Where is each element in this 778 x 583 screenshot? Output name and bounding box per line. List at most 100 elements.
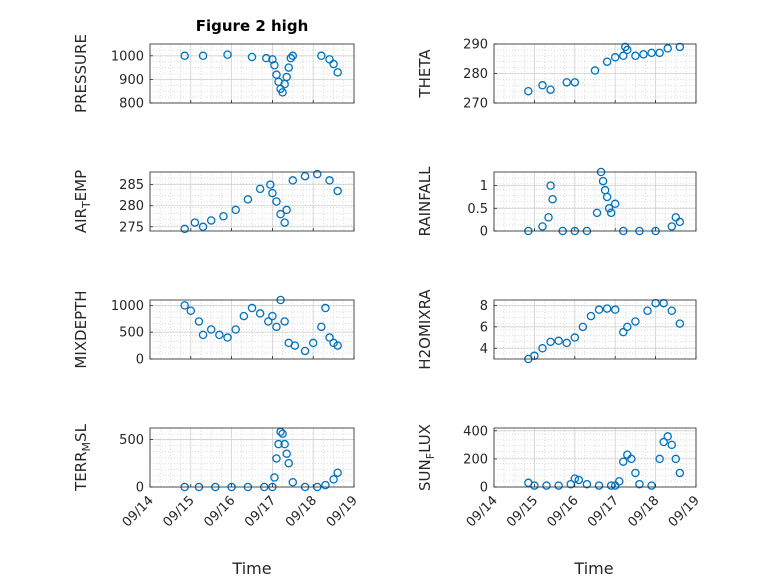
y-axis-label-subscript: F — [424, 453, 437, 459]
x-tick-label: 09/18 — [625, 493, 662, 530]
data-point — [288, 176, 298, 185]
data-point — [546, 337, 555, 347]
x-tick-label: 09/14 — [120, 493, 157, 530]
data-point — [262, 53, 271, 63]
data-point — [570, 78, 580, 87]
data-point — [667, 306, 677, 315]
data-point — [602, 304, 612, 313]
data-point — [247, 303, 257, 313]
data-point — [631, 317, 640, 326]
y-axis-label: H2OMIXRA — [416, 289, 434, 370]
y-axis-label-subscript: M — [80, 442, 93, 452]
data-point — [300, 346, 310, 356]
data-point — [548, 194, 557, 204]
data-point — [231, 325, 240, 334]
data-point — [180, 224, 189, 234]
data-point — [180, 301, 189, 310]
axes-box — [493, 427, 697, 488]
data-point — [675, 319, 685, 328]
data-point — [647, 48, 656, 58]
y-tick-label: 1000 — [111, 299, 144, 314]
data-point — [270, 473, 279, 482]
data-point — [317, 51, 326, 61]
data-point — [198, 51, 208, 61]
data-point — [592, 208, 602, 218]
y-tick-label: 0 — [480, 225, 488, 240]
data-point — [631, 51, 640, 61]
data-point — [308, 338, 318, 348]
data-point — [286, 53, 296, 63]
y-axis-label: AIRTEMP — [72, 170, 93, 233]
y-tick-label: 290 — [463, 38, 488, 53]
y-tick-label: 280 — [463, 67, 488, 82]
data-point — [274, 439, 283, 449]
y-axis-label-part: AIR — [72, 208, 90, 233]
data-point — [582, 479, 592, 489]
subplot-6: 4 6 8 H2OMIXRA — [416, 289, 697, 370]
data-point — [604, 204, 614, 213]
data-point — [619, 51, 628, 61]
data-point — [288, 51, 298, 61]
y-axis-label-part: EMP — [72, 170, 90, 201]
x-tick-label: 09/19 — [324, 493, 361, 530]
data-point — [538, 344, 547, 353]
axes-box — [149, 299, 355, 360]
data-point — [272, 197, 281, 206]
y-tick-label: 500 — [119, 433, 144, 448]
y-axis-label: THETA — [416, 49, 434, 99]
y-axis-label-part: TERR — [72, 451, 90, 492]
y-tick-label: 4 — [480, 342, 488, 357]
y-tick-label: 270 — [463, 97, 488, 112]
data-point — [546, 85, 555, 94]
data-point — [619, 327, 628, 337]
data-point — [655, 454, 664, 464]
y-tick-label: 500 — [119, 326, 144, 341]
y-axis-label-subscript: T — [80, 201, 93, 209]
x-axis-label-left: Time — [231, 559, 271, 578]
data-point — [546, 181, 555, 190]
data-point — [639, 50, 648, 59]
data-point — [614, 477, 624, 486]
data-point — [333, 468, 342, 477]
data-point — [655, 48, 664, 58]
data-point — [272, 454, 281, 463]
data-point — [266, 180, 275, 189]
data-point — [333, 186, 342, 196]
data-point — [276, 209, 285, 219]
data-point — [647, 481, 656, 490]
data-point — [276, 427, 285, 437]
y-axis-label-part: SUN — [416, 459, 434, 491]
data-point — [594, 305, 604, 314]
y-axis-label-part: SL — [72, 423, 90, 442]
data-point — [594, 481, 604, 490]
y-tick-label: 400 — [463, 424, 488, 439]
data-point — [675, 468, 685, 478]
data-point — [623, 450, 632, 459]
x-axis-label-right: Time — [573, 559, 613, 578]
data-point — [606, 481, 616, 490]
data-point — [223, 50, 232, 59]
y-axis-label: SUNFLUX — [416, 424, 437, 491]
data-point — [325, 176, 334, 185]
data-point — [264, 317, 273, 326]
axes-box — [149, 171, 355, 232]
data-point — [268, 188, 277, 198]
data-point — [280, 218, 289, 227]
data-point — [663, 432, 672, 441]
data-point — [610, 305, 620, 314]
data-point — [198, 330, 208, 340]
x-tick-label: 09/16 — [545, 493, 582, 530]
subplot-8: 0 200 400 09/14 09/15 09/16 09/17 09/18 09/19 SUN… — [416, 424, 703, 530]
data-point — [282, 205, 291, 215]
data-point — [321, 480, 330, 490]
data-point — [570, 474, 580, 483]
data-point — [270, 60, 279, 70]
data-point — [317, 322, 326, 332]
data-point — [562, 78, 571, 87]
subplot-3: 275 280 285 AIRTEMP — [72, 170, 355, 235]
data-point — [194, 317, 204, 326]
data-point — [255, 184, 265, 194]
data-point — [278, 429, 287, 438]
data-point — [198, 222, 208, 232]
